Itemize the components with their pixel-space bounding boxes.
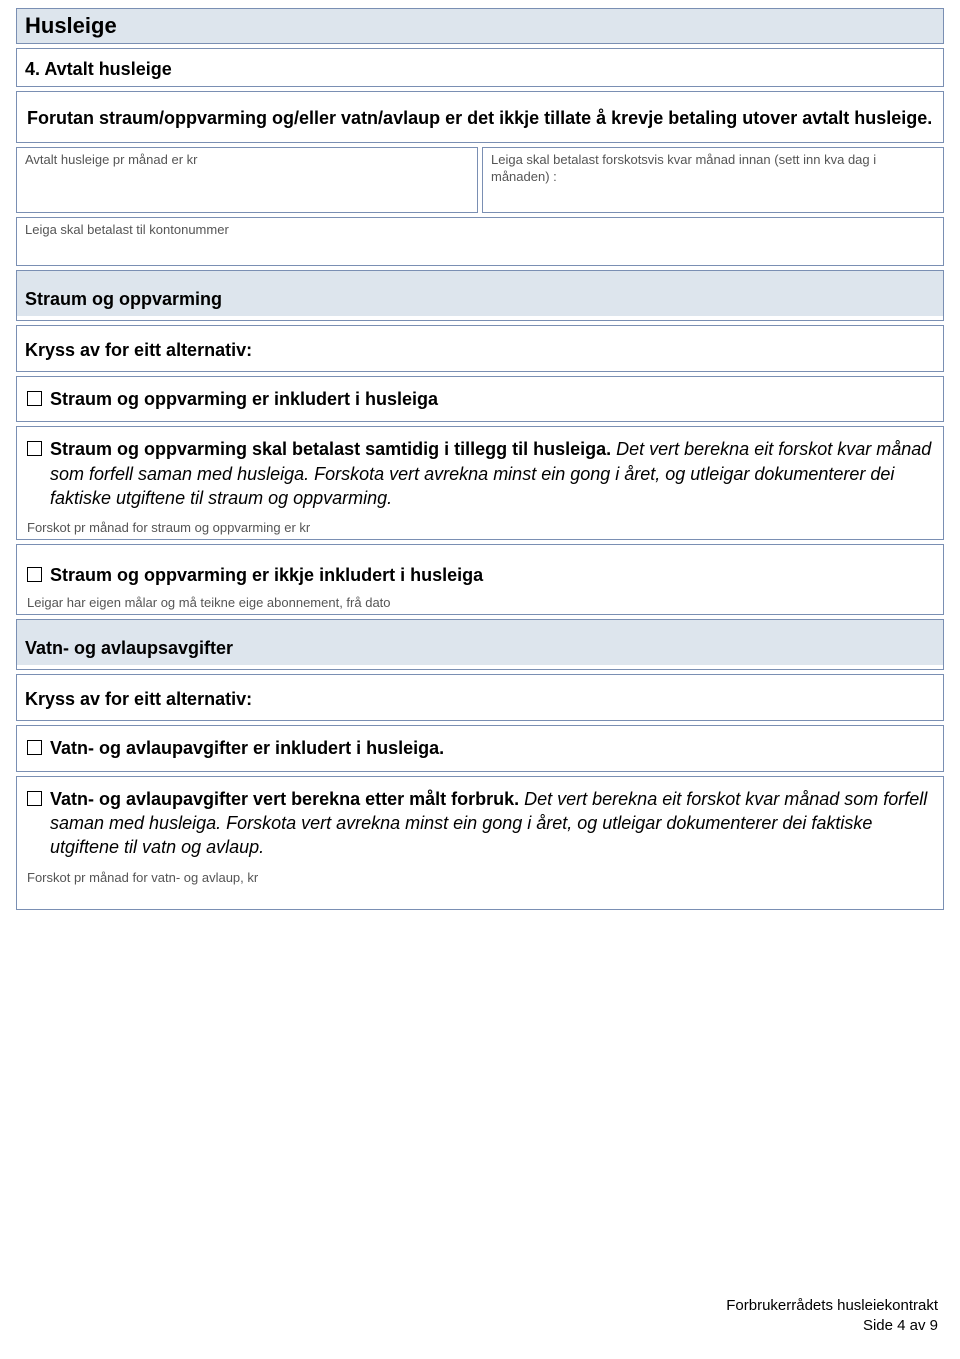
vatn-option-1: Vatn- og avlaupavgifter er inkludert i h… [16,725,944,771]
main-title: Husleige [25,13,117,38]
straum-opt2-bold: Straum og oppvarming skal betalast samti… [50,439,611,459]
rent-per-month-field[interactable]: Avtalt husleige pr månad er kr [16,147,478,213]
straum-instruction-box: Kryss av for eitt alternativ: [16,325,944,372]
straum-option-3-box: Straum og oppvarming er ikkje inkludert … [16,544,944,615]
vatn-instruction: Kryss av for eitt alternativ: [17,675,943,720]
straum-opt1-text: Straum og oppvarming er inkludert i husl… [50,389,438,409]
straum-opt2-label: Forskot pr månad for straum og oppvarmin… [27,514,933,535]
vatn-option-2-box: Vatn- og avlaupavgifter vert berekna ett… [16,776,944,910]
vatn-checkbox-1[interactable] [27,740,42,755]
payment-due-label: Leiga skal betalast forskotsvis kvar mån… [491,152,876,184]
straum-header: Straum og oppvarming [17,271,943,316]
vatn-opt2-bold: Vatn- og avlaupavgifter vert berekna ett… [50,789,519,809]
straum-opt3-label: Leigar har eigen målar og må teikne eige… [27,591,933,610]
vatn-opt2-label: Forskot pr månad for vatn- og avlaup, kr [27,864,933,905]
straum-option-2-box: Straum og oppvarming skal betalast samti… [16,426,944,540]
payment-due-field[interactable]: Leiga skal betalast forskotsvis kvar mån… [482,147,944,213]
vatn-checkbox-2[interactable] [27,791,42,806]
section-4-note: Forutan straum/oppvarming og/eller vatn/… [16,91,944,143]
vatn-header: Vatn- og avlaupsavgifter [17,620,943,665]
rent-fields-row: Avtalt husleige pr månad er kr Leiga ska… [16,147,944,213]
account-number-label: Leiga skal betalast til kontonummer [25,222,229,237]
straum-opt3-text: Straum og oppvarming er ikkje inkludert … [50,565,483,585]
straum-section: Straum og oppvarming [16,270,944,321]
straum-instruction: Kryss av for eitt alternativ: [17,326,943,371]
vatn-section: Vatn- og avlaupsavgifter [16,619,944,670]
footer-line1: Forbrukerrådets husleiekontrakt [726,1296,938,1316]
vatn-instruction-box: Kryss av for eitt alternativ: [16,674,944,721]
page-footer: Forbrukerrådets husleiekontrakt Side 4 a… [726,1296,938,1335]
straum-option-1: Straum og oppvarming er inkludert i husl… [16,376,944,422]
section-4-title: 4. Avtalt husleige [17,49,943,86]
vatn-opt1-text: Vatn- og avlaupavgifter er inkludert i h… [50,738,444,758]
straum-checkbox-2[interactable] [27,441,42,456]
straum-checkbox-3[interactable] [27,567,42,582]
footer-line2: Side 4 av 9 [726,1316,938,1336]
rent-per-month-label: Avtalt husleige pr månad er kr [25,152,197,167]
main-title-box: Husleige [16,8,944,44]
section-4-container: 4. Avtalt husleige [16,48,944,87]
straum-checkbox-1[interactable] [27,391,42,406]
account-number-field[interactable]: Leiga skal betalast til kontonummer [16,217,944,266]
